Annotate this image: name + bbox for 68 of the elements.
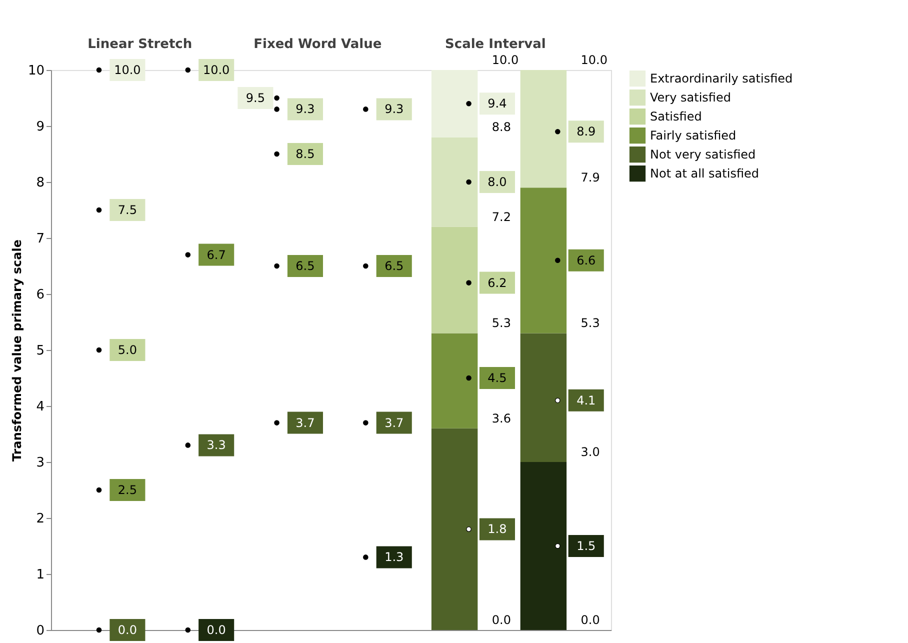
y-tick-label: 6 <box>36 288 44 302</box>
annotation: 3.0 <box>580 445 600 459</box>
data-label: 9.3 <box>296 102 315 116</box>
data-label: 9.3 <box>384 102 404 116</box>
legend-label: Very satisfied <box>650 90 731 104</box>
data-label: 8.0 <box>488 175 507 189</box>
bar <box>431 428 478 630</box>
bar <box>431 137 478 227</box>
legend-label: Not at all satisfied <box>650 166 760 180</box>
legend-label: Fairly satisfied <box>650 128 736 142</box>
y-tick-label: 8 <box>36 176 44 190</box>
data-label: 4.1 <box>576 393 596 408</box>
annotation: 8.8 <box>492 120 511 134</box>
data-label: 3.3 <box>206 438 226 452</box>
data-label: 2.5 <box>118 483 137 497</box>
data-label: 9.5 <box>246 91 265 105</box>
data-label: 3.7 <box>384 416 404 430</box>
text: Fixed Word Value <box>254 37 382 52</box>
text: 10.0 <box>492 53 519 67</box>
y-tick-label: 0 <box>36 624 44 638</box>
bar <box>520 70 567 188</box>
data-label: 6.5 <box>384 259 404 273</box>
text: 10.0 <box>580 53 608 67</box>
data-label: 4.5 <box>488 371 507 385</box>
text: Linear Stretch <box>88 37 192 52</box>
y-tick-label: 5 <box>36 344 44 358</box>
data-label: 7.5 <box>118 203 137 217</box>
annotation: 5.3 <box>580 316 600 330</box>
text: Scale Interval <box>445 37 546 52</box>
bar <box>431 226 478 334</box>
data-label: 3.7 <box>296 416 315 430</box>
data-label: 1.8 <box>488 522 507 536</box>
annotation: 3.6 <box>492 411 511 426</box>
annotation: 7.9 <box>580 170 600 185</box>
data-label: 1.5 <box>576 539 596 553</box>
y-tick-label: 3 <box>36 456 44 470</box>
y-tick-label: 9 <box>36 120 44 134</box>
bar <box>520 333 567 462</box>
data-label: 6.6 <box>576 253 596 268</box>
data-label: 8.5 <box>296 147 315 161</box>
y-axis-title: Transformed value primary scale <box>10 240 24 462</box>
legend-label: Extraordinarily satisfied <box>650 72 793 86</box>
bar <box>431 70 478 138</box>
bar <box>520 462 567 630</box>
data-label: 1.3 <box>384 550 404 564</box>
data-label: 0.0 <box>118 623 137 637</box>
annotation: 0.0 <box>492 613 511 627</box>
data-label: 10.0 <box>114 63 141 77</box>
data-label: 0.0 <box>206 623 226 637</box>
data-label: 6.7 <box>206 248 226 262</box>
y-tick-label: 7 <box>36 232 44 246</box>
y-tick-label: 2 <box>36 512 44 526</box>
annotation: 0.0 <box>580 613 600 627</box>
legend-label: Not very satisfied <box>650 148 756 162</box>
legend-label: Satisfied <box>650 110 702 124</box>
data-label: 6.5 <box>296 259 315 273</box>
annotation: 7.2 <box>492 210 511 224</box>
data-label: 6.2 <box>488 276 507 290</box>
data-label: 8.9 <box>576 124 596 139</box>
bar <box>520 188 567 334</box>
y-tick-label: 1 <box>36 568 44 582</box>
annotation: 5.3 <box>492 316 511 330</box>
y-tick-label: 4 <box>36 400 44 414</box>
data-label: 10.0 <box>202 63 230 77</box>
data-label: 5.0 <box>118 343 137 357</box>
bar <box>431 333 478 428</box>
data-label: 9.4 <box>488 96 507 111</box>
y-tick-label: 10 <box>28 64 44 78</box>
